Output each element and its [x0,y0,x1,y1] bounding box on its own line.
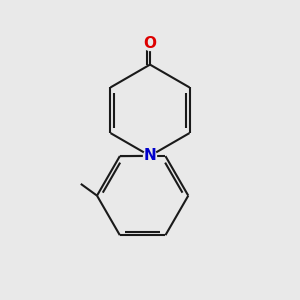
Circle shape [143,149,157,162]
Text: N: N [144,148,156,164]
Text: O: O [143,37,157,52]
Circle shape [143,38,157,50]
